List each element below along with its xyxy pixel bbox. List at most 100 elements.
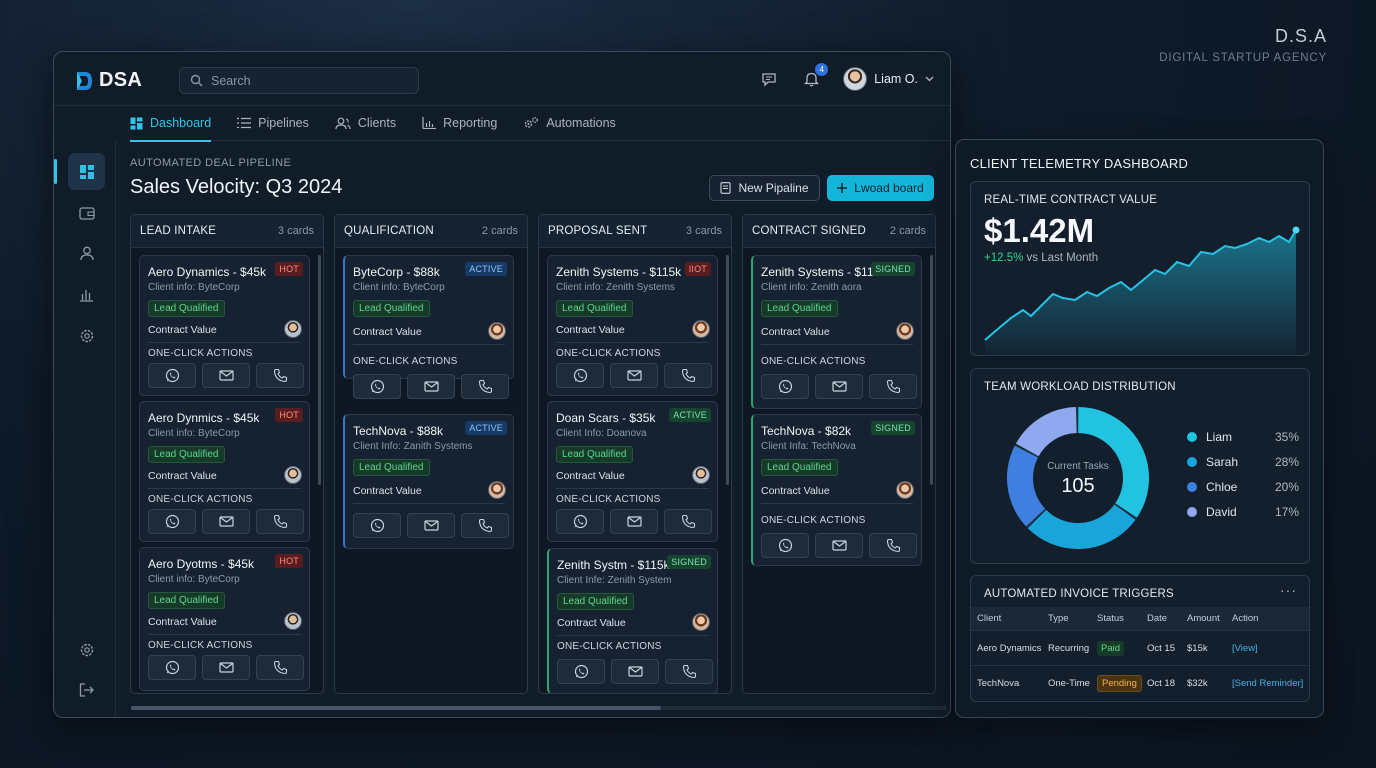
deal-card[interactable]: Aero Dynamics - $45k Client info: ByteCor…: [139, 255, 310, 396]
one-click-actions: [556, 509, 712, 534]
call-button[interactable]: [461, 374, 509, 399]
user-menu[interactable]: Liam O.: [843, 67, 934, 91]
mail-icon: [423, 381, 439, 392]
whatsapp-button[interactable]: [353, 513, 401, 538]
sidebar-item-profile[interactable]: [68, 235, 105, 272]
whatsapp-button[interactable]: [148, 363, 196, 388]
email-button[interactable]: [815, 374, 863, 399]
new-board-button[interactable]: Lwoad board: [827, 175, 934, 201]
horizontal-scrollbar[interactable]: [131, 706, 947, 710]
view-invoice-link[interactable]: [View]: [1232, 642, 1258, 654]
whatsapp-button[interactable]: [556, 509, 604, 534]
whatsapp-button[interactable]: [761, 533, 809, 558]
tab-clients[interactable]: Clients: [335, 106, 396, 141]
avatar: [488, 481, 506, 499]
search-input[interactable]: [211, 73, 391, 88]
email-button[interactable]: [202, 655, 250, 680]
avatar: [896, 322, 914, 340]
new-pipeline-button[interactable]: New Pipaline: [709, 175, 820, 201]
column-header: PROPOSAL SENT 3 cards: [539, 215, 731, 248]
column-header: CONTRACT SIGNED 2 cards: [743, 215, 935, 248]
top-actions: 4 Liam O.: [759, 63, 934, 91]
legend-percent: 28%: [1274, 455, 1299, 469]
legend-dot: [1187, 507, 1197, 517]
new-board-label: Lwoad board: [854, 181, 924, 195]
cell-type: Recurring: [1048, 642, 1090, 654]
chat-button[interactable]: [759, 69, 779, 89]
more-options-button[interactable]: ···: [1280, 582, 1297, 598]
call-button[interactable]: [664, 363, 712, 388]
table-row: Aero Dynamics Recurring Paid Oct 15 $15k…: [971, 631, 1309, 666]
send-reminder-link[interactable]: [Send Reminder]: [1232, 678, 1304, 689]
call-button[interactable]: [461, 513, 509, 538]
sidebar-item-preferences[interactable]: [68, 631, 105, 668]
deal-card[interactable]: Zenith Systm - $115k Client Infe: Zenith …: [547, 548, 718, 693]
column-scrollbar[interactable]: [318, 255, 321, 485]
tab-reporting[interactable]: Reporting: [422, 106, 497, 141]
sidebar-item-wallet[interactable]: [68, 194, 105, 231]
nav-tabs: Dashboard Pipelines Clients Reporting: [130, 106, 950, 142]
call-button[interactable]: [869, 374, 917, 399]
whatsapp-icon: [165, 514, 179, 529]
donut-segment-sarah[interactable]: [1007, 407, 1149, 549]
whatsapp-button[interactable]: [761, 374, 809, 399]
mail-icon: [627, 666, 643, 677]
call-button[interactable]: [869, 533, 917, 558]
call-button[interactable]: [256, 509, 304, 534]
search-icon: [190, 74, 203, 87]
sidebar-item-logout[interactable]: [68, 671, 105, 708]
deal-card[interactable]: Zenith Systems - $115k Client info: Zenit…: [547, 255, 718, 396]
email-button[interactable]: [407, 374, 455, 399]
page-title: Sales Velocity: Q3 2024: [130, 176, 343, 198]
legend-name: Chloe: [1206, 480, 1238, 494]
email-button[interactable]: [407, 513, 455, 538]
whatsapp-button[interactable]: [148, 655, 196, 680]
deal-card[interactable]: Doan Scars - $35k Client Info: Doanova ACT…: [547, 401, 718, 542]
deal-card[interactable]: Zenith Systems - $115k Client info: Zenit…: [751, 255, 922, 409]
tab-label: Dashboard: [150, 116, 212, 130]
email-button[interactable]: [202, 509, 250, 534]
whatsapp-button[interactable]: [557, 659, 605, 684]
one-click-actions-label: ONE-CLICK ACTIONS: [353, 356, 458, 367]
column-scrollbar[interactable]: [930, 255, 933, 485]
phone-icon: [273, 368, 287, 383]
donut-segment-chloe[interactable]: [1007, 407, 1149, 549]
legend-item: David 17%: [1187, 505, 1299, 519]
cell-action: [View]: [1232, 631, 1258, 665]
scrollbar-thumb[interactable]: [131, 706, 661, 710]
deal-card[interactable]: Aero Dynmics - $45k Client info: ByteCorp…: [139, 401, 310, 542]
call-button[interactable]: [256, 655, 304, 680]
email-button[interactable]: [610, 509, 658, 534]
donut-segment-liam[interactable]: [1007, 407, 1149, 549]
pipeline-column: PROPOSAL SENT 3 cards Zenith Systems - $11…: [538, 214, 732, 694]
sidebar-item-dashboard[interactable]: [54, 153, 105, 190]
whatsapp-button[interactable]: [353, 374, 401, 399]
call-button[interactable]: [256, 363, 304, 388]
app-logo[interactable]: DSA: [76, 69, 142, 92]
email-button[interactable]: [610, 363, 658, 388]
whatsapp-button[interactable]: [556, 363, 604, 388]
call-button[interactable]: [664, 509, 712, 534]
email-button[interactable]: [611, 659, 659, 684]
sidebar-item-analytics[interactable]: [68, 276, 105, 313]
tab-automations[interactable]: Automations: [523, 106, 616, 141]
notifications-button[interactable]: 4: [801, 63, 829, 89]
call-button[interactable]: [665, 659, 713, 684]
deal-card[interactable]: Aero Dyotms - $45k Client info: ByteCorp H…: [139, 547, 310, 691]
deal-card[interactable]: TechNova - $88k Client Info: Zanith Syste…: [343, 414, 514, 549]
sparkline-endpoint: [1292, 226, 1300, 234]
search-box[interactable]: [179, 67, 419, 94]
deal-card[interactable]: TechNova - $82k Client Infa: TechNova SIGN…: [751, 414, 922, 566]
sidebar-item-settings[interactable]: [68, 317, 105, 354]
email-button[interactable]: [202, 363, 250, 388]
avatar: [896, 481, 914, 499]
column-scrollbar[interactable]: [726, 255, 729, 485]
email-button[interactable]: [815, 533, 863, 558]
deal-title: Zenith Systems - $115k: [761, 265, 887, 279]
tab-pipelines[interactable]: Pipelines: [237, 106, 309, 141]
tab-dashboard[interactable]: Dashboard: [130, 106, 212, 142]
settings-icon: [80, 329, 93, 342]
whatsapp-button[interactable]: [148, 509, 196, 534]
bar-chart-icon: [422, 117, 437, 129]
deal-card[interactable]: ByteCorp - $88k Client info: ByteCorp ACTI…: [343, 255, 514, 399]
